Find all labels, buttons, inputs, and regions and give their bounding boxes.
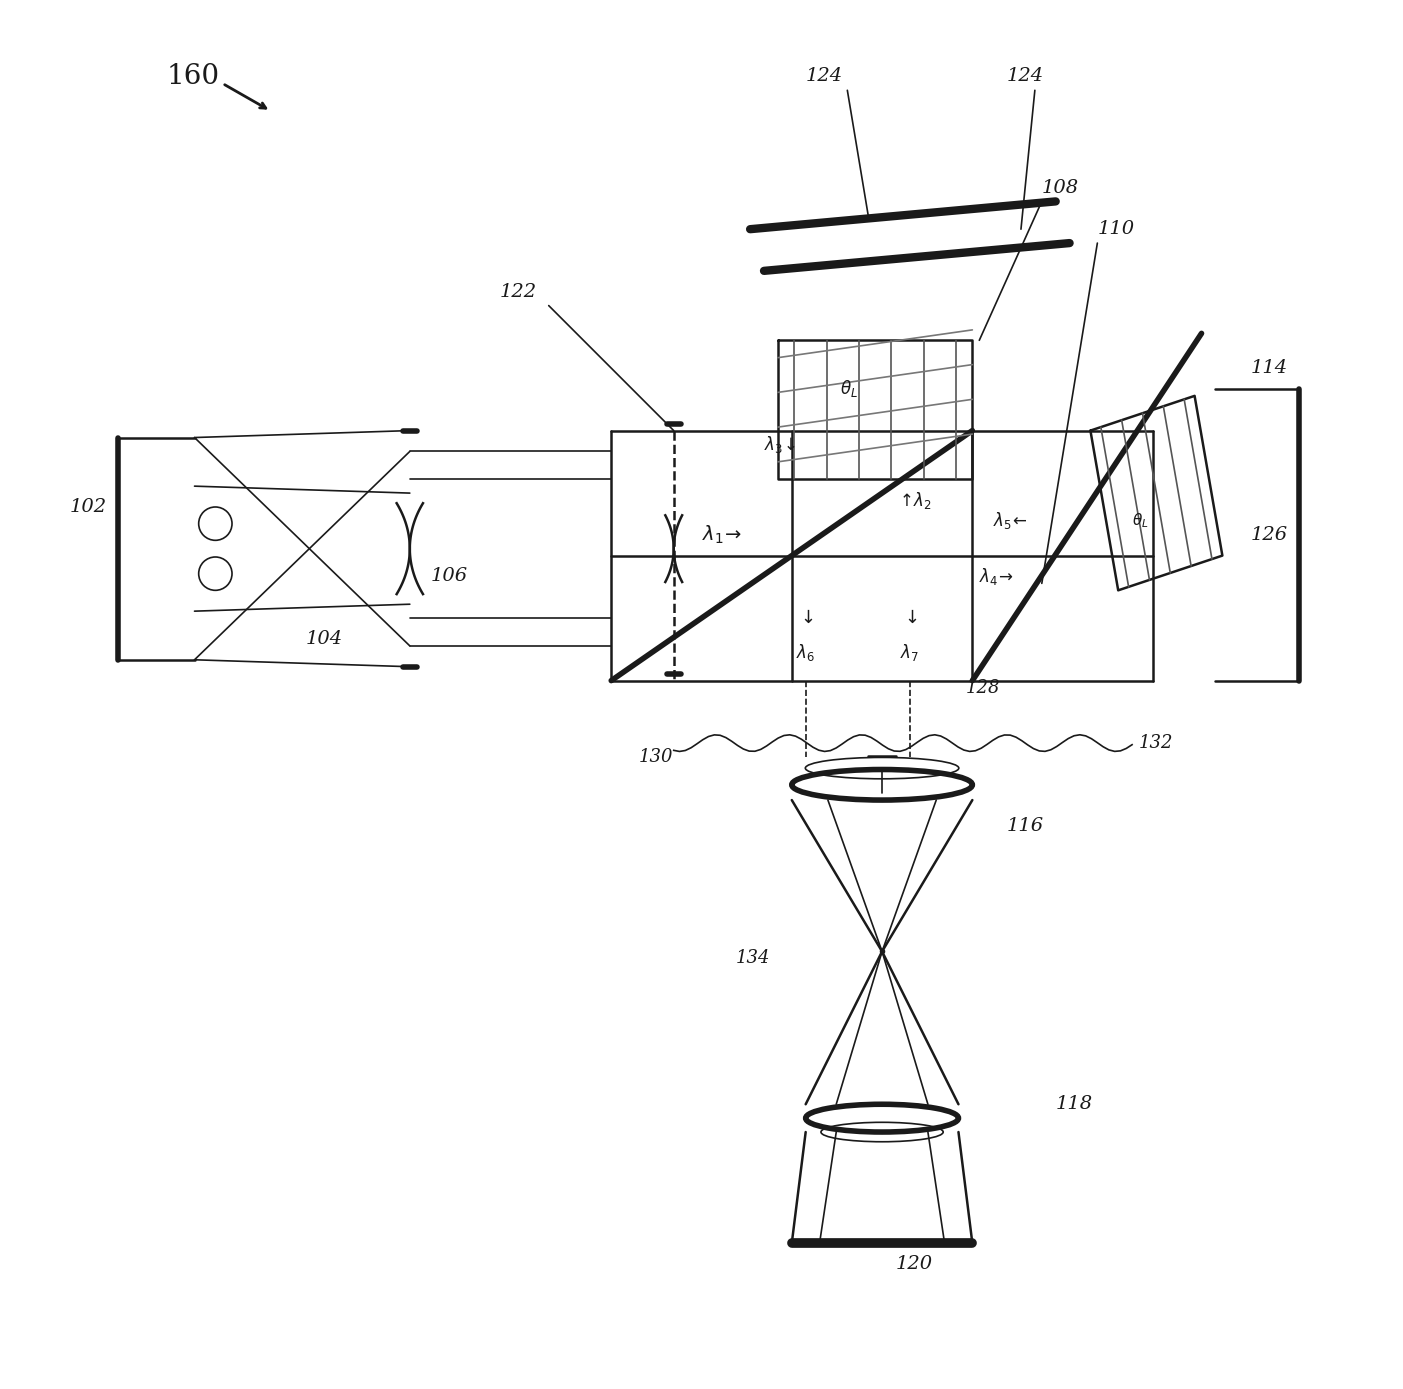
Text: 122: 122 (499, 283, 537, 300)
Text: $\lambda_3\!\downarrow$: $\lambda_3\!\downarrow$ (765, 433, 796, 456)
Text: 106: 106 (431, 568, 467, 585)
Text: $\lambda_4\!\rightarrow$: $\lambda_4\!\rightarrow$ (979, 565, 1013, 588)
Text: $\lambda_1\!\rightarrow$: $\lambda_1\!\rightarrow$ (702, 524, 741, 546)
Text: 130: 130 (638, 749, 673, 765)
Text: $\lambda_6$: $\lambda_6$ (796, 642, 815, 664)
Text: $\lambda_5\!\leftarrow$: $\lambda_5\!\leftarrow$ (993, 510, 1027, 532)
Text: 114: 114 (1250, 360, 1288, 376)
Text: 110: 110 (1097, 221, 1135, 238)
Text: $\theta_L$: $\theta_L$ (840, 378, 859, 400)
Text: 126: 126 (1250, 526, 1288, 543)
Text: 124: 124 (805, 68, 843, 85)
Text: $\uparrow\!\lambda_2$: $\uparrow\!\lambda_2$ (897, 489, 932, 511)
Text: 116: 116 (1007, 818, 1044, 835)
Text: 124: 124 (1007, 68, 1044, 85)
Text: $\lambda_7$: $\lambda_7$ (901, 642, 919, 664)
Text: 132: 132 (1139, 735, 1173, 751)
Text: 118: 118 (1055, 1096, 1093, 1113)
Text: 104: 104 (306, 631, 342, 647)
Text: $\downarrow$: $\downarrow$ (797, 610, 814, 626)
Text: 160: 160 (167, 63, 220, 90)
Text: $\downarrow$: $\downarrow$ (901, 610, 919, 626)
Text: 120: 120 (897, 1256, 933, 1272)
Text: 108: 108 (1042, 179, 1079, 196)
Text: 128: 128 (965, 679, 1000, 696)
Text: $\theta_L$: $\theta_L$ (1132, 511, 1149, 531)
Text: 134: 134 (737, 950, 770, 967)
Text: 102: 102 (70, 499, 107, 515)
